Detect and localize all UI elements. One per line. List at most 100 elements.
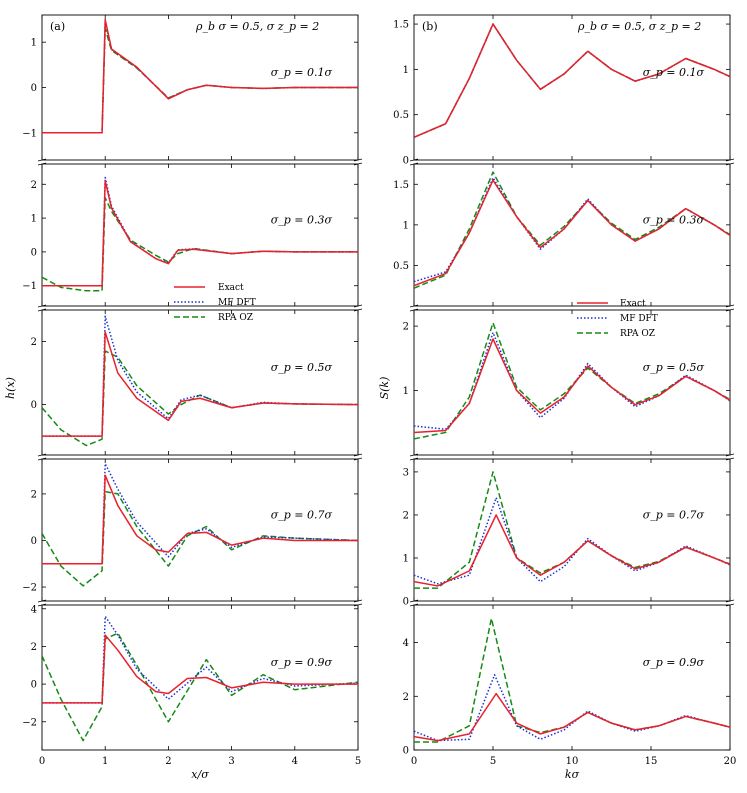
y-tick-label: 2 — [403, 692, 409, 703]
y-tick-label: −1 — [22, 128, 37, 139]
series-group — [414, 617, 730, 743]
panel-a-subplot-3: 0 2 σ_p = 0.5σ — [31, 304, 363, 456]
series-mf-dft-line — [414, 23, 730, 139]
subplot-annotation: σ_p = 0.3σ — [643, 214, 705, 227]
series-exact-line — [414, 692, 730, 742]
panel-b: 0 0.5 1 1.5 σ_p = 0.1σ 0.5 1 1.5 σ_p = 0.3σ 1 2 σ_p… — [393, 14, 737, 767]
axis-break — [353, 158, 363, 162]
subplot-frame — [413, 163, 731, 307]
legend-left-rpa-oz: RPA OZ — [218, 313, 253, 323]
axis-break — [353, 162, 363, 166]
series-group — [42, 615, 358, 742]
x-tick-label: 15 — [645, 756, 658, 767]
axis-break — [37, 304, 47, 308]
y-tick-label: −1 — [22, 281, 37, 292]
x-tick-label: 5 — [355, 756, 361, 767]
subplot-annotation: σ_p = 0.7σ — [271, 509, 333, 522]
axis-break — [353, 453, 363, 457]
x-tick-label: 1 — [102, 756, 108, 767]
axis-break — [725, 599, 735, 603]
axis-break — [725, 162, 735, 166]
y-tick-label: 1 — [403, 386, 409, 397]
subplot-annotation: σ_p = 0.9σ — [643, 656, 705, 669]
panel-b-subplot-1: 0 0.5 1 1.5 σ_p = 0.1σ — [393, 14, 731, 167]
axis-break — [37, 453, 47, 457]
y-tick-label: 1 — [403, 65, 409, 76]
series-mf-dft-line — [42, 615, 358, 704]
axis-break — [409, 599, 419, 603]
axis-break — [353, 603, 363, 607]
y-tick-label: 1 — [31, 214, 37, 225]
panels: −1 0 1 σ_p = 0.1σ −1 0 1 2 σ_p = 0.3σ 0 2 σ_p = 0.5… — [22, 14, 737, 767]
series-exact-line — [42, 180, 358, 287]
subplot-frame — [41, 163, 359, 307]
y-tick-label: 3 — [403, 467, 409, 478]
series-exact-line — [414, 23, 730, 139]
panel-b-subplot-4: 0 1 2 3 σ_p = 0.7σ — [403, 453, 735, 608]
x-tick-label: 2 — [165, 756, 171, 767]
header-right: ρ_b σ = 0.5, σ z_p = 2 — [577, 20, 701, 33]
series-group — [414, 471, 730, 589]
y-tick-label: 0 — [403, 597, 409, 608]
axis-break — [725, 453, 735, 457]
axis-break — [725, 457, 735, 461]
y-tick-label: 1.5 — [393, 20, 409, 31]
axis-break — [725, 308, 735, 312]
subplot-annotation: σ_p = 0.5σ — [271, 361, 333, 374]
panel-a-subplot-4: −2 0 2 σ_p = 0.7σ — [22, 453, 363, 602]
y-tick-label: 0 — [403, 156, 409, 167]
y-tick-label: 0 — [31, 536, 37, 547]
x-tick-label: 20 — [724, 756, 737, 767]
axis-break — [353, 304, 363, 308]
axis-break — [37, 457, 47, 461]
axis-break — [37, 162, 47, 166]
series-rpa-oz-line — [414, 171, 730, 289]
subplot-frame — [413, 309, 731, 456]
series-group — [414, 171, 730, 289]
panel-b-subplot-3: 1 2 σ_p = 0.5σ — [403, 304, 735, 456]
axis-break — [409, 304, 419, 308]
y-tick-label: −2 — [22, 583, 37, 594]
axis-break — [37, 308, 47, 312]
series-group — [42, 315, 358, 447]
axis-break — [409, 457, 419, 461]
series-exact-line — [414, 338, 730, 434]
axis-break — [409, 603, 419, 607]
series-exact-line — [42, 634, 358, 704]
series-exact-line — [414, 514, 730, 587]
y-tick-label: 0 — [31, 83, 37, 94]
axis-break — [37, 599, 47, 603]
y-axis-label-right: S(k) — [378, 377, 391, 400]
subplot-annotation: σ_p = 0.1σ — [643, 66, 705, 79]
panel-b-subplot-5: 0 2 4 0 5 10 15 20 σ_p = 0.9σ — [403, 599, 737, 767]
series-group — [42, 176, 358, 292]
series-exact-line — [42, 331, 358, 437]
header-left: ρ_b σ = 0.5, σ z_p = 2 — [195, 20, 319, 33]
series-mf-dft-line — [42, 315, 358, 437]
subplot-frame — [413, 14, 731, 161]
subplot-frame — [41, 458, 359, 602]
series-mf-dft-line — [414, 177, 730, 283]
y-axis-label-left: h(x) — [4, 377, 17, 399]
axis-break — [409, 158, 419, 162]
y-tick-label: 2 — [403, 322, 409, 333]
y-tick-label: 1 — [403, 220, 409, 231]
legend-left: Exact MF DFT RPA OZ — [174, 283, 256, 323]
x-tick-label: 0 — [39, 756, 45, 767]
series-rpa-oz-line — [42, 197, 358, 292]
x-tick-label: 3 — [228, 756, 234, 767]
axis-break — [37, 158, 47, 162]
axis-break — [725, 158, 735, 162]
series-exact-line — [42, 474, 358, 565]
x-tick-label: 0 — [411, 756, 417, 767]
y-tick-label: 2 — [31, 642, 37, 653]
legend-right-rpa-oz: RPA OZ — [620, 329, 655, 339]
series-group — [42, 18, 358, 134]
panel-a-subplot-1: −1 0 1 σ_p = 0.1σ — [22, 14, 359, 161]
legend-left-mf-dft: MF DFT — [218, 298, 256, 308]
subplot-annotation: σ_p = 0.9σ — [271, 656, 333, 669]
y-tick-label: 4 — [403, 638, 409, 649]
axis-break — [353, 308, 363, 312]
panel-b-label: (b) — [422, 20, 438, 33]
